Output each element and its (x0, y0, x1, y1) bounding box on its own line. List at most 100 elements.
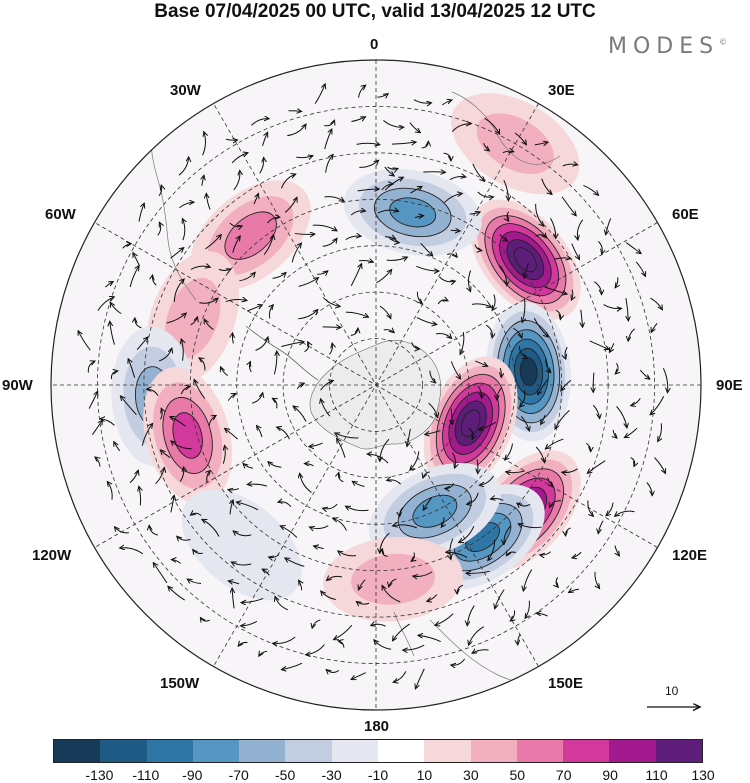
new-zealand (393, 611, 415, 657)
wind-arrow (335, 433, 359, 439)
wind-arrow (437, 300, 448, 305)
wind-arrow (170, 248, 184, 259)
colorbar-swatch (146, 740, 193, 762)
wind-arrow (635, 261, 645, 277)
wind-arrow (273, 351, 276, 375)
wind-arrow (272, 398, 277, 409)
wind-arrow (329, 343, 333, 355)
wind-arrow (631, 398, 641, 405)
wind-arrow (414, 216, 424, 218)
wind-arrow (423, 172, 445, 173)
wind-arrow (562, 164, 578, 166)
wind-arrow (506, 471, 525, 473)
map-border (50, 59, 702, 711)
wind-arrow (233, 531, 252, 537)
wind-arrow (444, 193, 462, 203)
wind-arrow (490, 499, 504, 501)
anomaly-contour (181, 489, 302, 601)
wind-arrow (178, 157, 189, 176)
wind-arrow (484, 118, 500, 134)
wind-arrow (352, 481, 365, 487)
wind-arrow (229, 222, 242, 227)
wind-arrow (418, 635, 441, 643)
wind-arrow (377, 94, 388, 98)
wind-arrow (500, 367, 501, 378)
wind-arrow (171, 441, 192, 450)
wind-arrow (205, 235, 221, 250)
wind-arrow (227, 394, 236, 401)
wind-arrow (383, 120, 403, 127)
wind-arrow (351, 672, 366, 680)
wind-arrow (477, 385, 482, 398)
wind-arrow (541, 178, 552, 195)
wind-arrow (263, 235, 273, 255)
south-america (151, 137, 197, 301)
wind-arrow (382, 585, 401, 603)
reference-vector-arrow (647, 684, 705, 714)
colorbar-tick-label: 90 (602, 767, 618, 783)
wind-arrow (606, 502, 614, 516)
wind-arrow (522, 298, 525, 323)
wind-arrow (592, 404, 599, 419)
wind-arrow (273, 636, 296, 644)
lon-label-150w: 150W (160, 675, 200, 692)
wind-arrow (180, 386, 190, 395)
wind-arrow (225, 139, 238, 140)
wind-arrow (321, 399, 331, 417)
wind-arrow (300, 473, 312, 493)
wind-arrow (410, 451, 420, 470)
wind-arrow (411, 342, 420, 349)
wind-arrow (451, 658, 466, 665)
wind-arrow (321, 591, 336, 600)
wind-arrow (472, 650, 489, 654)
wind-arrow (554, 258, 571, 259)
wind-arrow (387, 166, 397, 169)
wind-arrow (110, 371, 117, 380)
wind-arrow (518, 524, 542, 528)
wind-arrow (413, 99, 432, 104)
wind-arrow (468, 427, 473, 439)
modes-logo: MODES© (608, 34, 727, 59)
wind-arrow (514, 132, 526, 145)
wind-arrow (135, 318, 142, 329)
colorbar-swatch (655, 740, 702, 762)
wind-arrow (193, 549, 203, 553)
wind-arrow (451, 124, 471, 132)
wind-arrow (138, 203, 144, 222)
wind-arrow (158, 348, 172, 362)
wind-arrow (170, 495, 174, 513)
wind-arrow (639, 369, 650, 379)
wind-arrow (345, 506, 369, 512)
wind-arrow (110, 302, 122, 315)
wind-arrow (499, 265, 507, 286)
wind-arrow (324, 129, 332, 150)
wind-arrow (536, 613, 548, 617)
colorbar-tick-label: -30 (321, 767, 342, 783)
lon-label-60w: 60W (45, 206, 76, 223)
wind-arrow (160, 450, 171, 459)
wind-arrow (309, 525, 329, 529)
wind-arrow (136, 337, 148, 350)
wind-arrow (228, 489, 240, 490)
wind-arrow (251, 393, 263, 404)
colorbar (53, 739, 703, 763)
antarctic-peninsula (245, 325, 319, 381)
wind-arrow (469, 212, 480, 214)
lon-label-150e: 150E (548, 675, 584, 692)
wind-arrow (466, 571, 490, 573)
wind-arrow (208, 415, 216, 427)
wind-arrow (158, 185, 162, 197)
wind-arrow (485, 324, 492, 338)
colorbar-tick-label: 50 (509, 767, 526, 783)
wind-arrow (249, 362, 252, 373)
wind-arrow (603, 304, 622, 309)
wind-arrow (585, 442, 590, 451)
wind-arrow (356, 143, 380, 144)
colorbar-tick-label: 130 (691, 767, 715, 783)
wind-arrow (545, 358, 551, 372)
wind-arrow (615, 363, 618, 374)
colorbar-swatch (516, 740, 564, 762)
copyright-mark: © (719, 37, 728, 47)
wind-arrow (561, 379, 572, 391)
wind-arrow (483, 143, 490, 151)
